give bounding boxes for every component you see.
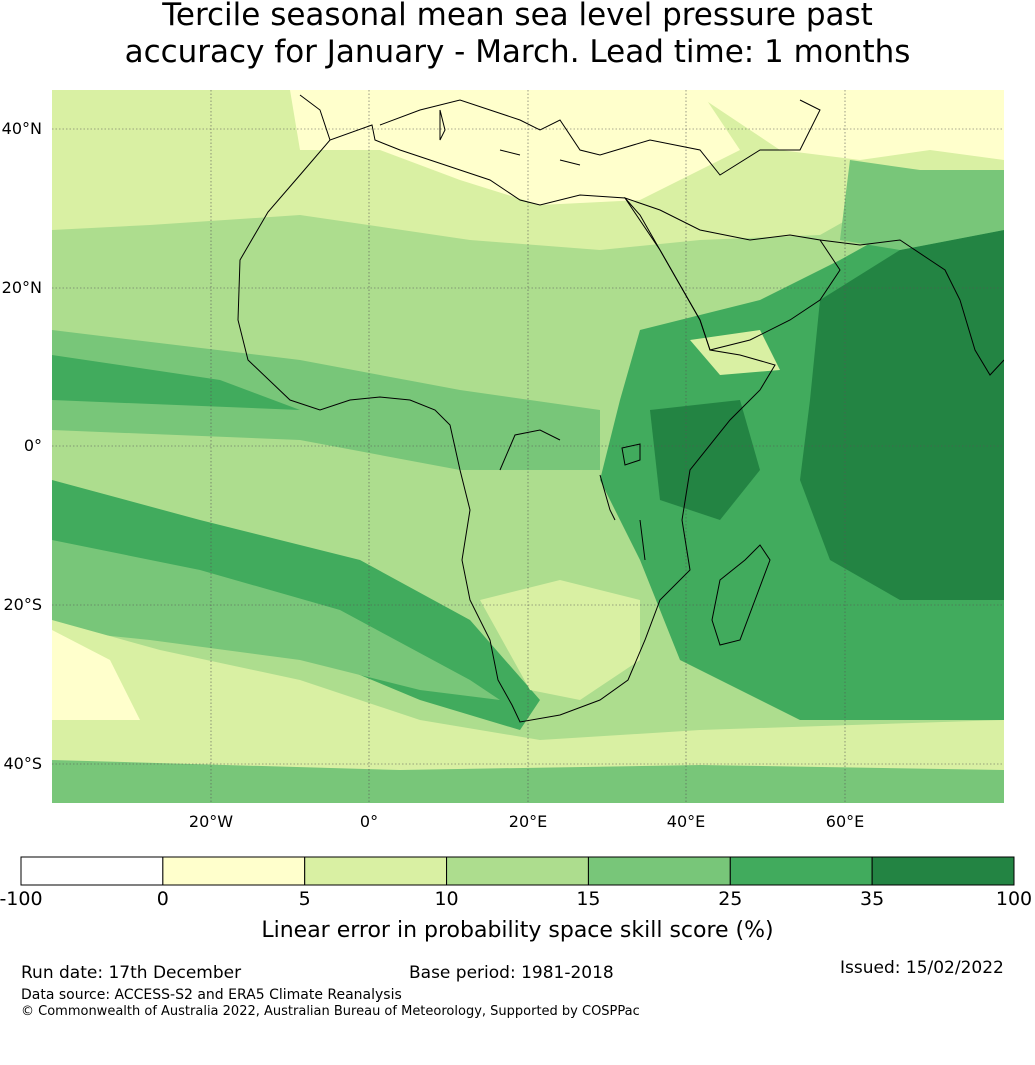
lat-label-equator: 0° bbox=[23, 436, 42, 455]
congo-river bbox=[499, 429, 561, 471]
colorbar-swatch-4 bbox=[587, 856, 731, 886]
field-far-south bbox=[52, 760, 1004, 803]
colorbar-swatch-5 bbox=[729, 856, 873, 886]
field-southern-africa bbox=[480, 580, 640, 700]
lon-label-60e: 60°E bbox=[825, 812, 865, 831]
chart-title-line-2: accuracy for January - March. Lead time:… bbox=[124, 34, 911, 70]
field-east-africa-high bbox=[650, 400, 760, 520]
field-south-atlantic-inner bbox=[52, 540, 500, 700]
colorbar-tick-2: 5 bbox=[298, 888, 311, 910]
issued-date: Issued: 15/02/2022 bbox=[840, 958, 1004, 978]
run-date: Run date: 17th December bbox=[21, 963, 242, 983]
colorbar-frame bbox=[20, 856, 1015, 886]
colorbar-tick-4: 15 bbox=[576, 888, 601, 910]
graticule bbox=[52, 90, 1004, 803]
field-gulf-aden bbox=[690, 330, 780, 375]
colorbar-tick-0: -100 bbox=[0, 888, 43, 910]
colorbar-swatches bbox=[20, 856, 1015, 886]
colorbar-tick-5: 25 bbox=[718, 888, 743, 910]
lon-label-40e: 40°E bbox=[666, 812, 706, 831]
chart-title-line-1: Tercile seasonal mean sea level pressure… bbox=[162, 0, 873, 33]
field-mediterranean-low bbox=[290, 90, 740, 205]
field-indian-ocean-high bbox=[800, 230, 1004, 600]
colorbar-tick-3: 10 bbox=[434, 888, 459, 910]
field-gulf-guinea bbox=[52, 355, 300, 410]
field-equatorial-atlantic bbox=[52, 330, 600, 470]
colorbar-swatch-0 bbox=[20, 856, 164, 886]
arabia-coastline bbox=[623, 197, 841, 351]
skill-field bbox=[52, 90, 1004, 803]
colorbar-swatch-3 bbox=[446, 856, 589, 886]
lake-victoria bbox=[621, 443, 641, 466]
iran-coastline bbox=[819, 239, 1004, 376]
africa-coastline bbox=[237, 124, 776, 723]
colorbar-swatch-2 bbox=[304, 856, 448, 886]
madagascar-coastline bbox=[711, 544, 771, 646]
colorbar-swatch-1 bbox=[162, 856, 306, 886]
field-iran-band bbox=[840, 160, 1004, 250]
data-source: Data source: ACCESS-S2 and ERA5 Climate … bbox=[21, 987, 402, 1003]
field-caspian-low bbox=[690, 90, 1004, 160]
lat-label-40s: 40°S bbox=[3, 754, 42, 773]
colorbar-label: Linear error in probability space skill … bbox=[261, 918, 774, 943]
lon-label-20e: 20°E bbox=[508, 812, 548, 831]
colorbar-tick-6: 35 bbox=[860, 888, 885, 910]
lat-label-20s: 20°S bbox=[3, 595, 42, 614]
copyright: © Commonwealth of Australia 2022, Austra… bbox=[21, 1004, 640, 1019]
lat-label-20n: 20°N bbox=[1, 278, 42, 297]
lon-label-0: 0° bbox=[359, 812, 379, 831]
colorbar-tick-7: 100 bbox=[995, 888, 1033, 910]
lon-label-20w: 20°W bbox=[188, 812, 234, 831]
coastlines bbox=[237, 94, 1004, 723]
colorbar-swatch-6 bbox=[871, 856, 1015, 886]
field-southern-ocean bbox=[52, 620, 1004, 803]
rift-lakes bbox=[599, 474, 646, 561]
lat-label-40n: 40°N bbox=[1, 119, 42, 138]
mediterranean-islands bbox=[439, 109, 581, 166]
europe-coastline bbox=[299, 94, 821, 176]
base-period: Base period: 1981-2018 bbox=[409, 963, 614, 983]
field-southwest-low bbox=[52, 630, 140, 720]
colorbar-tick-1: 0 bbox=[156, 888, 169, 910]
